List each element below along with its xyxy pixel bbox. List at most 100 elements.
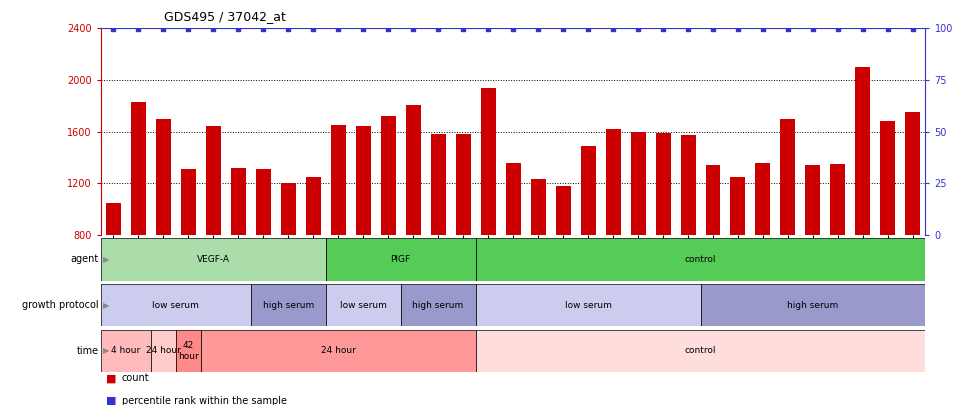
Bar — [306, 177, 320, 338]
Point — [205, 26, 221, 32]
Point — [306, 26, 321, 32]
Bar — [806, 165, 821, 338]
Point — [456, 26, 471, 32]
Bar — [855, 67, 871, 338]
Bar — [406, 104, 421, 338]
Text: 42
hour: 42 hour — [177, 341, 199, 360]
Bar — [101, 330, 151, 372]
Text: 4 hour: 4 hour — [111, 346, 140, 356]
Point — [855, 26, 871, 32]
Bar — [356, 126, 370, 338]
Text: high serum: high serum — [412, 301, 464, 310]
Text: low serum: low serum — [565, 301, 612, 310]
Bar — [151, 330, 175, 372]
Bar — [530, 179, 546, 338]
Point — [331, 26, 346, 32]
Point — [431, 26, 446, 32]
Bar — [431, 134, 446, 338]
Text: 24 hour: 24 hour — [320, 346, 356, 356]
Point — [605, 26, 620, 32]
Bar — [130, 102, 146, 338]
Point — [381, 26, 396, 32]
Text: ▶: ▶ — [103, 255, 109, 264]
Point — [180, 26, 196, 32]
Point — [830, 26, 846, 32]
Text: growth protocol: growth protocol — [22, 300, 99, 310]
Bar — [231, 168, 246, 338]
Point — [806, 26, 821, 32]
Bar — [681, 136, 695, 338]
Point — [406, 26, 421, 32]
Point — [880, 26, 896, 32]
Bar — [381, 116, 396, 338]
Point — [155, 26, 171, 32]
Bar — [706, 165, 720, 338]
Point — [280, 26, 295, 32]
Bar — [731, 177, 745, 338]
Text: PIGF: PIGF — [390, 255, 410, 264]
Point — [530, 26, 546, 32]
Bar — [555, 186, 571, 338]
Bar — [205, 126, 221, 338]
Bar — [830, 164, 846, 338]
Bar — [476, 238, 925, 281]
Point — [555, 26, 571, 32]
Text: GDS495 / 37042_at: GDS495 / 37042_at — [164, 10, 287, 23]
Text: percentile rank within the sample: percentile rank within the sample — [122, 396, 287, 405]
Point — [130, 26, 146, 32]
Text: 24 hour: 24 hour — [146, 346, 180, 356]
Bar — [256, 169, 270, 338]
Text: ■: ■ — [105, 373, 116, 383]
Point — [230, 26, 246, 32]
Bar — [401, 284, 476, 326]
Text: ▶: ▶ — [103, 346, 109, 356]
Point — [756, 26, 771, 32]
Text: control: control — [685, 255, 716, 264]
Point — [705, 26, 720, 32]
Bar — [480, 88, 496, 338]
Bar — [326, 238, 476, 281]
Text: count: count — [122, 373, 150, 383]
Text: low serum: low serum — [339, 301, 386, 310]
Text: high serum: high serum — [263, 301, 314, 310]
Bar — [505, 163, 521, 338]
Point — [781, 26, 796, 32]
Point — [905, 26, 921, 32]
Bar — [281, 183, 295, 338]
Bar — [200, 330, 476, 372]
Text: low serum: low serum — [152, 301, 199, 310]
Bar — [756, 163, 770, 338]
Bar — [656, 133, 670, 338]
Point — [356, 26, 371, 32]
Bar — [180, 169, 196, 338]
Text: high serum: high serum — [787, 301, 838, 310]
Point — [255, 26, 270, 32]
Bar — [630, 132, 645, 338]
Bar — [155, 119, 171, 338]
Bar — [101, 238, 326, 281]
Text: ■: ■ — [105, 396, 116, 405]
Bar — [326, 284, 401, 326]
Point — [655, 26, 670, 32]
Text: time: time — [77, 346, 99, 356]
Bar — [580, 146, 596, 338]
Bar — [700, 284, 925, 326]
Point — [480, 26, 496, 32]
Bar — [175, 330, 200, 372]
Text: agent: agent — [71, 254, 99, 264]
Point — [105, 26, 121, 32]
Point — [731, 26, 746, 32]
Bar — [456, 134, 471, 338]
Text: control: control — [685, 346, 716, 356]
Text: ▶: ▶ — [103, 301, 109, 310]
Bar — [781, 119, 795, 338]
Bar — [331, 125, 345, 338]
Bar — [101, 284, 250, 326]
Point — [505, 26, 521, 32]
Point — [630, 26, 645, 32]
Bar — [105, 202, 121, 338]
Point — [680, 26, 695, 32]
Bar — [250, 284, 326, 326]
Bar — [605, 129, 620, 338]
Bar — [476, 330, 925, 372]
